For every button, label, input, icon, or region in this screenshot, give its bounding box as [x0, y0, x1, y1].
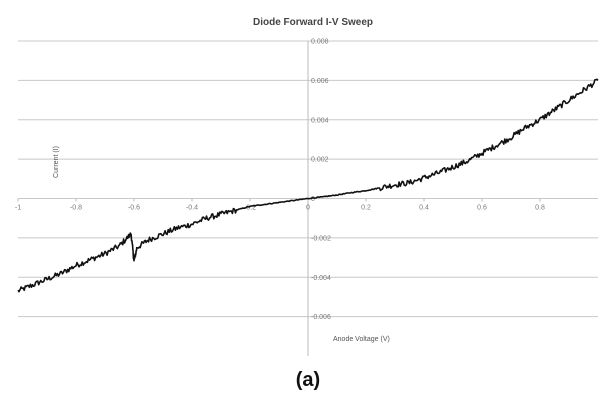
- x-tick-label-2: -0.6: [128, 205, 140, 212]
- x-tick-label-6: 0.2: [361, 205, 371, 212]
- y-tick-label-0: 0.008: [311, 39, 329, 46]
- y-tick-label-3: 0.002: [311, 157, 329, 164]
- y-tick-label-1: 0.006: [311, 78, 329, 85]
- x-tick-label-1: -0.8: [70, 205, 82, 212]
- x-tick-label-5: 0: [306, 205, 310, 212]
- x-tick-label-8: 0.6: [477, 205, 487, 212]
- y-tick-label-4: 0: [311, 196, 315, 203]
- x-tick-labels: -1 -0.8 -0.6 -0.4 -0.2 0 0.2 0.4 0.6 0.8: [15, 205, 545, 212]
- y-tick-labels: 0.008 0.006 0.004 0.002 0 -0.002 -0.004 -0.006: [311, 39, 331, 322]
- chart-title: Diode Forward I-V Sweep: [253, 17, 373, 28]
- y-tick-label-7: -0.006: [311, 314, 331, 321]
- chart-series: [17, 78, 599, 293]
- x-tick-label-3: -0.4: [186, 205, 198, 212]
- figure-caption: (a): [296, 369, 320, 391]
- y-tick-label-5: -0.002: [311, 235, 331, 242]
- y-axis-label: Current (I): [53, 146, 60, 178]
- y-tick-label-6: -0.004: [311, 275, 331, 282]
- x-tick-label-0: -1: [15, 205, 21, 212]
- x-tick-label-9: 0.8: [535, 205, 545, 212]
- y-tick-label-2: 0.004: [311, 117, 329, 124]
- x-axis-label: Anode Voltage (V): [333, 336, 390, 343]
- x-tick-label-4: -0.2: [244, 205, 256, 212]
- series-line-0: [17, 78, 599, 293]
- x-tick-label-7: 0.4: [419, 205, 429, 212]
